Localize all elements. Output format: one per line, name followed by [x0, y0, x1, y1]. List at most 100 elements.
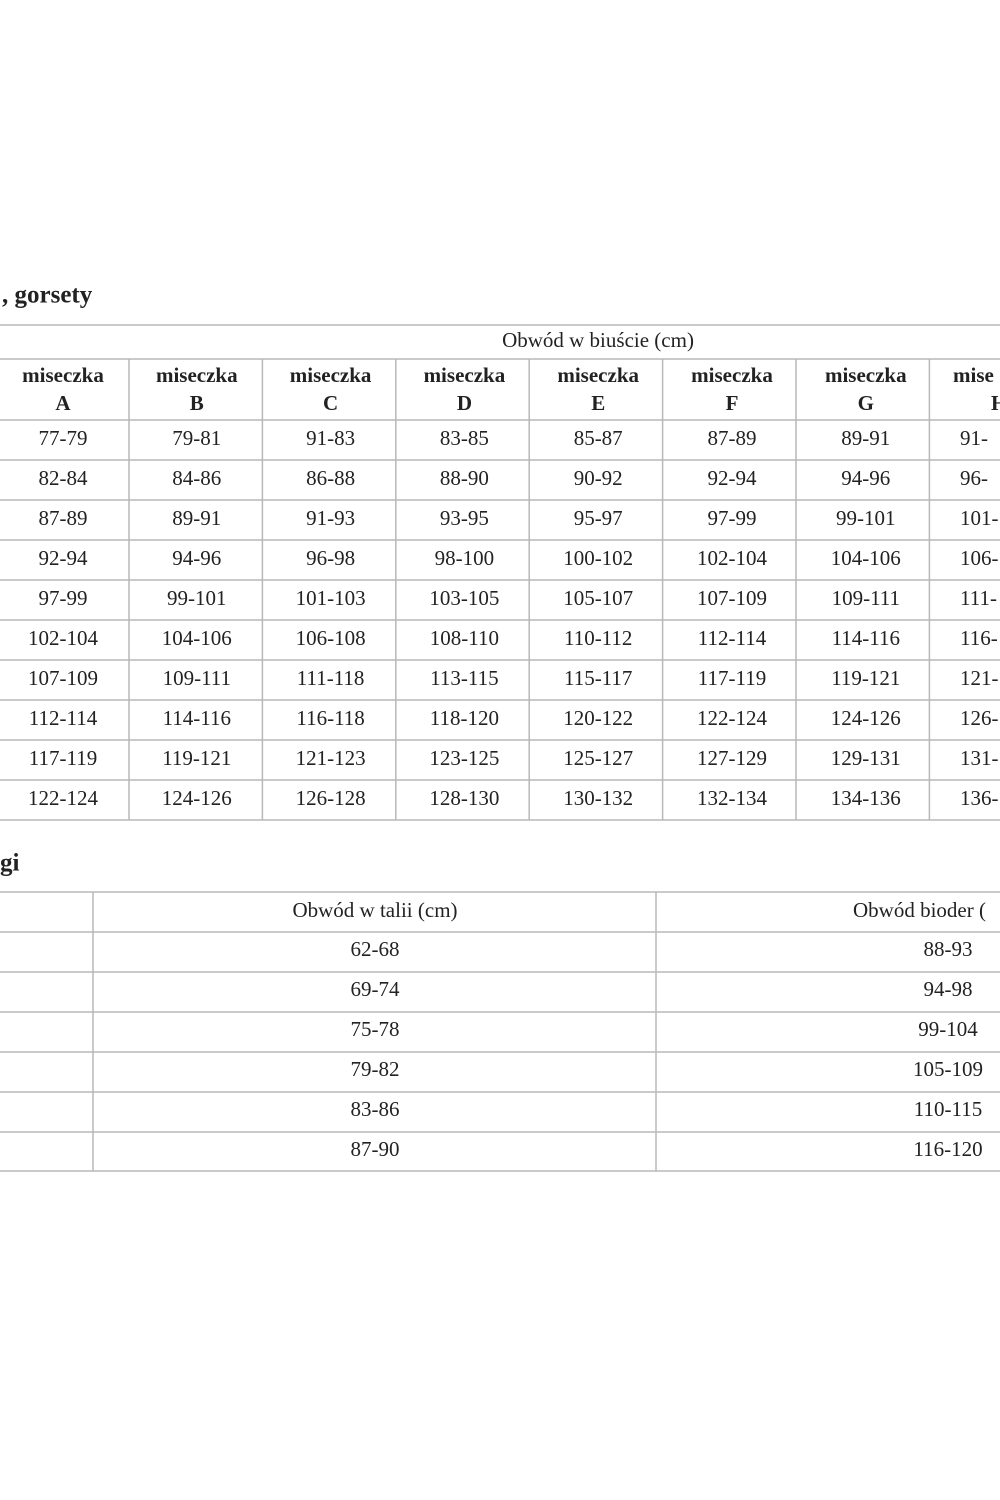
column-header: Obwód w talii (cm) [292, 898, 457, 922]
table-cell: 130-132 [563, 786, 633, 810]
table-cell: 89-91 [172, 506, 221, 530]
table-cell: 102-104 [28, 626, 98, 650]
table-cell: 122-124 [28, 786, 98, 810]
table-cell: 109-111 [832, 586, 900, 610]
table-cell: 104-106 [162, 626, 232, 650]
table-cell: 83-85 [440, 426, 489, 450]
table-cell: 110-115 [914, 1097, 982, 1121]
table-cell: 107-109 [28, 666, 98, 690]
table-cell: 88-90 [440, 466, 489, 490]
column-header: F [726, 391, 739, 415]
column-header: miseczka [691, 363, 773, 387]
table-cell: 96- [960, 466, 988, 490]
section-title: , gorsety [2, 282, 93, 309]
table-cell: 105-107 [563, 586, 633, 610]
table-cell: 111-118 [297, 666, 365, 690]
table-cell: 134-136 [831, 786, 901, 810]
table-cell: 99-104 [918, 1017, 978, 1041]
table-cell: 108-110 [430, 626, 499, 650]
table-cell: 100-102 [563, 546, 633, 570]
column-header: miseczka [22, 363, 104, 387]
table-cell: 119-121 [162, 746, 231, 770]
column-header: miseczka [156, 363, 238, 387]
column-header: G [858, 391, 874, 415]
table-cell: 91-83 [306, 426, 355, 450]
table-cell: 112-114 [29, 706, 98, 730]
table-cell: 84-86 [172, 466, 221, 490]
table-cell: 115-117 [564, 666, 632, 690]
table-cell: 82-84 [39, 466, 88, 490]
table-cell: 105-109 [913, 1057, 983, 1081]
column-header: miseczka [290, 363, 372, 387]
table-cell: 92-94 [39, 546, 88, 570]
table-cell: 103-105 [429, 586, 499, 610]
table-cell: 96-98 [306, 546, 355, 570]
table-cell: 95-97 [574, 506, 623, 530]
column-header: C [323, 391, 338, 415]
column-header: miseczka [825, 363, 907, 387]
table-cell: 94-96 [172, 546, 221, 570]
table-cell: 87-90 [351, 1137, 400, 1161]
table-cell: 114-116 [163, 706, 231, 730]
table-cell: 136- [960, 786, 999, 810]
table-cell: 111- [960, 586, 997, 610]
column-header: miseczka [557, 363, 639, 387]
column-header: miseczka [424, 363, 506, 387]
table-cell: 129-131 [831, 746, 901, 770]
table-cell: 116- [960, 626, 998, 650]
table-cell: 99-101 [167, 586, 227, 610]
table-cell: 122-124 [697, 706, 767, 730]
table-cell: 131- [960, 746, 999, 770]
table-cell: 113-115 [430, 666, 498, 690]
table-cell: 128-130 [429, 786, 499, 810]
table-cell: 121- [960, 666, 999, 690]
table-cell: 123-125 [429, 746, 499, 770]
table-cell: 92-94 [708, 466, 757, 490]
table-cell: 79-82 [351, 1057, 400, 1081]
table-cell: 124-126 [831, 706, 901, 730]
table-cell: 93-95 [440, 506, 489, 530]
table-cell: 75-78 [351, 1017, 400, 1041]
table-cell: 106- [960, 546, 999, 570]
table-cell: 124-126 [162, 786, 232, 810]
column-header: Obwód bioder ( [853, 898, 986, 922]
table-cell: 87-89 [39, 506, 88, 530]
table-cell: 114-116 [832, 626, 900, 650]
column-header: mise [953, 363, 994, 387]
column-header: B [190, 391, 204, 415]
table-cell: 118-120 [430, 706, 499, 730]
table-cell: 109-111 [163, 666, 231, 690]
table-header: Obwód w biuście (cm) [502, 328, 694, 352]
table-cell: 77-79 [39, 426, 88, 450]
table-cell: 121-123 [296, 746, 366, 770]
table-cell: 90-92 [574, 466, 623, 490]
table-cell: 83-86 [351, 1097, 400, 1121]
table-cell: 91- [960, 426, 988, 450]
table-cell: 104-106 [831, 546, 901, 570]
table-cell: 112-114 [698, 626, 767, 650]
table-cell: 101- [960, 506, 999, 530]
table-cell: 97-99 [708, 506, 757, 530]
table-cell: 126- [960, 706, 999, 730]
table-cell: 79-81 [172, 426, 221, 450]
table-cell: 85-87 [574, 426, 623, 450]
table-cell: 120-122 [563, 706, 633, 730]
table-cell: 89-91 [841, 426, 890, 450]
column-header: H [991, 391, 1000, 415]
table-cell: 126-128 [296, 786, 366, 810]
table-cell: 91-93 [306, 506, 355, 530]
table-cell: 117-119 [698, 666, 766, 690]
column-header: A [55, 391, 71, 415]
table-cell: 102-104 [697, 546, 767, 570]
table-cell: 132-134 [697, 786, 767, 810]
table-cell: 98-100 [435, 546, 495, 570]
table-cell: 101-103 [296, 586, 366, 610]
table-cell: 106-108 [296, 626, 366, 650]
table-cell: 110-112 [564, 626, 632, 650]
column-header: D [457, 391, 472, 415]
table-cell: 107-109 [697, 586, 767, 610]
column-header: E [591, 391, 605, 415]
table-cell: 88-93 [924, 937, 973, 961]
